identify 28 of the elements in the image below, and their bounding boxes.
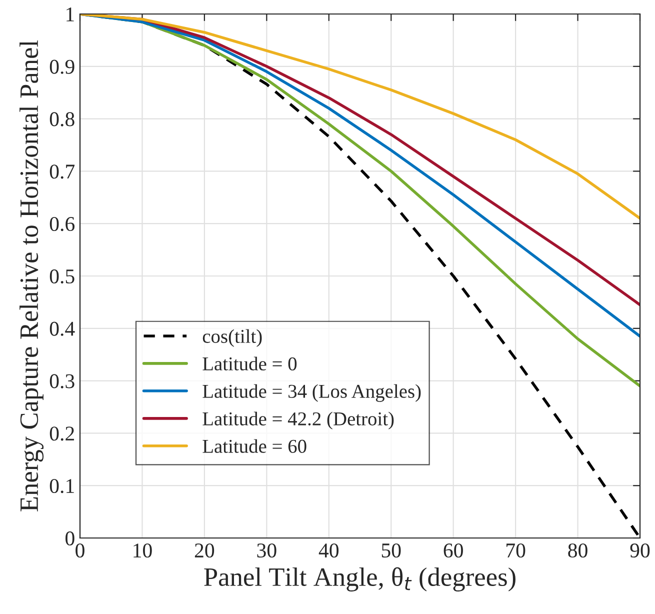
- y-tick-label: 1: [66, 7, 74, 22]
- x-tick-label: 10: [134, 543, 152, 558]
- x-tick-label: 60: [444, 543, 463, 558]
- y-tick-label: 0.7: [50, 164, 75, 179]
- y-tick-label: 0.1: [50, 478, 74, 494]
- x-axis-title: Panel Tilt Angle, θ$_{t}$ (degrees): [204, 567, 516, 592]
- legend-label: Latitude = 34 (Los Angeles): [202, 384, 421, 402]
- x-tick-label: 40: [318, 543, 339, 558]
- y-tick-label: 0.4: [50, 322, 75, 336]
- y-tick-label: 0.3: [50, 374, 74, 388]
- x-tick-label: 20: [194, 543, 214, 558]
- legend-label: Latitude = 0: [202, 356, 297, 370]
- x-tick-label: 50: [382, 543, 401, 558]
- legend-label: Latitude = 42.2 (Detroit): [202, 412, 394, 430]
- legend-label: Latitude = 60: [202, 439, 306, 453]
- x-tick-label: 90: [630, 543, 650, 558]
- x-tick-label: 0: [76, 543, 84, 558]
- y-tick-label: 0.8: [50, 112, 74, 126]
- y-tick-label: 0.5: [50, 269, 74, 284]
- legend-label: cos(tilt): [202, 329, 262, 347]
- y-tick-label: 0.6: [50, 216, 75, 232]
- x-tick-label: 30: [257, 543, 276, 558]
- y-axis-title: Energy Capture Relative to Horizontal Panel: [20, 40, 44, 512]
- x-tick-label: 80: [568, 543, 588, 558]
- y-tick-label: 0.9: [50, 60, 74, 74]
- y-tick-label: 0.2: [50, 426, 74, 441]
- x-tick-label: 70: [506, 543, 526, 558]
- y-tick-label: 0: [66, 531, 74, 546]
